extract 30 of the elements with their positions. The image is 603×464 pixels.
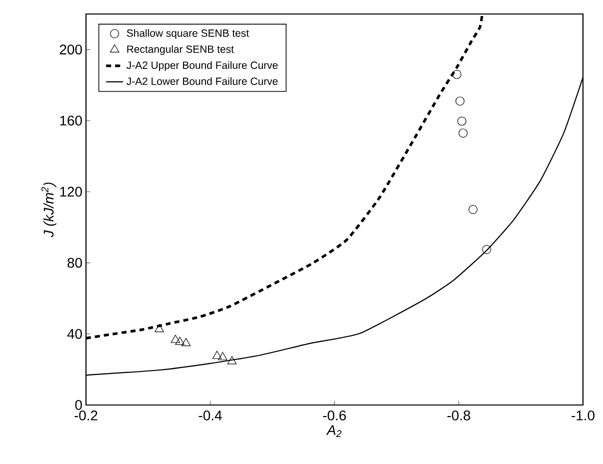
y-axis-title: J (kJ/m$^{2}$) bbox=[41, 182, 56, 238]
y-tick-label: 120 bbox=[60, 186, 82, 197]
y-tick-label: 160 bbox=[60, 116, 82, 126]
point bbox=[458, 128, 468, 138]
point bbox=[457, 116, 466, 126]
point bbox=[154, 324, 164, 332]
y-tick-label: 200 bbox=[60, 44, 82, 54]
y-tick-label: 80 bbox=[68, 258, 82, 268]
point bbox=[482, 244, 492, 254]
point bbox=[218, 352, 228, 360]
point bbox=[468, 204, 478, 214]
x-tick-label: -0.8 bbox=[447, 410, 470, 420]
point bbox=[455, 96, 464, 106]
legend-label: Shallow square SENB test bbox=[126, 29, 249, 39]
point bbox=[452, 70, 462, 79]
x-axis-title: A$_{2}$ bbox=[326, 425, 342, 437]
legend-label: J-A2 Upper Bound Failure Curve bbox=[126, 61, 278, 71]
x-tick-label: -0.4 bbox=[198, 410, 222, 420]
point bbox=[212, 350, 222, 359]
point bbox=[175, 336, 184, 345]
legend-label: J-A2 Lower Bound Failure Curve bbox=[126, 77, 278, 85]
point bbox=[181, 338, 191, 346]
x-tick-label: -0.6 bbox=[323, 410, 346, 420]
point bbox=[170, 334, 180, 343]
y-tick-label: 40 bbox=[67, 328, 82, 339]
legend-label: Rectangular SENB test bbox=[127, 45, 234, 55]
x-tick-label: -0.2 bbox=[74, 410, 98, 420]
y-tick-label: 0 bbox=[75, 400, 82, 410]
point bbox=[227, 356, 237, 364]
x-tick-label: -1.0 bbox=[572, 410, 594, 420]
